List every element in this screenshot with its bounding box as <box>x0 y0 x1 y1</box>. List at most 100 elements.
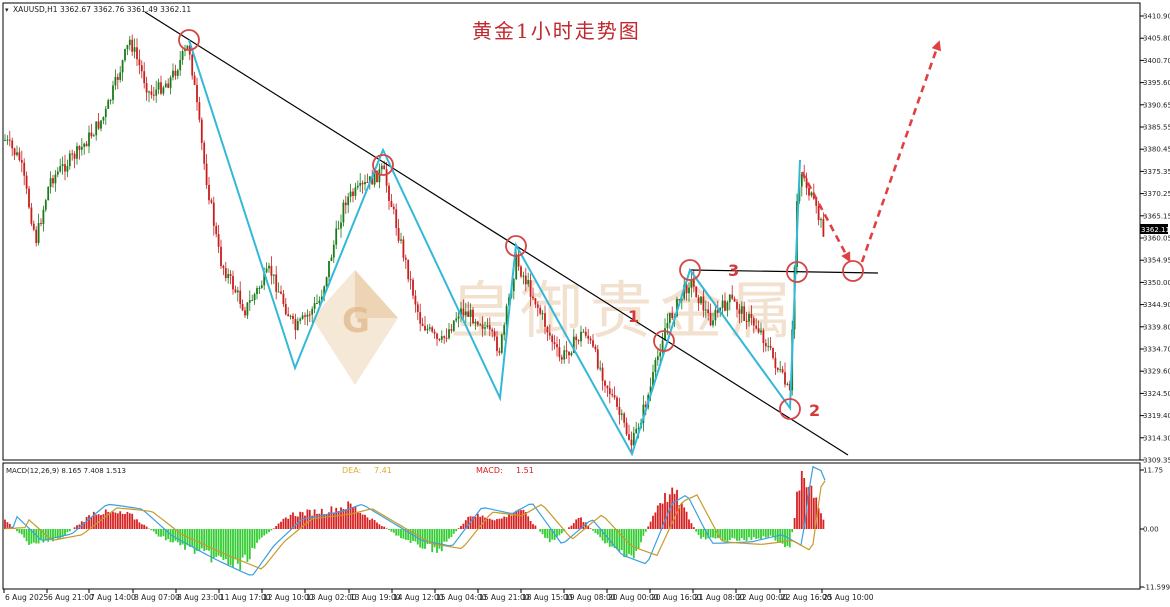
candle-body <box>695 286 698 298</box>
candle-body <box>217 234 220 247</box>
macd-bar <box>529 521 532 529</box>
macd-bar <box>570 525 573 529</box>
candle-body <box>121 60 124 73</box>
macd-bar <box>205 529 208 551</box>
macd-bar <box>90 517 93 529</box>
candle-body <box>738 309 741 314</box>
price-tick-label: 3329.60 <box>1143 368 1170 376</box>
macd-bar <box>109 512 112 529</box>
macd-bar <box>692 527 695 529</box>
candle-body <box>239 290 242 304</box>
macd-bar <box>709 529 712 538</box>
candle-body <box>426 328 429 331</box>
candle-body <box>54 174 57 184</box>
resistance-line[interactable] <box>689 269 879 274</box>
candle-body <box>383 165 386 170</box>
swing-circle <box>505 235 527 257</box>
macd-bar <box>126 511 129 529</box>
macd-bar <box>332 513 335 529</box>
candle-body <box>378 169 381 183</box>
macd-bar <box>241 529 244 558</box>
candle-body <box>587 335 590 339</box>
macd-bar <box>620 529 623 550</box>
macd-bar <box>733 529 736 539</box>
candle-body <box>407 259 410 280</box>
macd-bar <box>524 512 527 529</box>
macd-bar <box>683 507 686 529</box>
macd-dea-line <box>4 480 826 570</box>
candle-body <box>299 318 302 321</box>
candle-body <box>582 331 585 333</box>
macd-bar <box>431 529 434 553</box>
time-tick-label: 8 Aug 07:00 <box>134 593 180 602</box>
candle-body <box>536 304 539 308</box>
time-tick-label: 14 Aug 12:00 <box>393 593 444 602</box>
macd-bar <box>472 516 474 529</box>
swing-circle <box>786 261 808 283</box>
macd-bar <box>601 529 604 541</box>
candle-body <box>601 367 604 381</box>
candle-body <box>491 329 494 332</box>
macd-bar <box>488 518 491 529</box>
annotation-2: 2 <box>809 401 820 420</box>
candle-body <box>460 308 462 317</box>
candle-body <box>210 200 213 203</box>
macd-bar <box>340 507 342 529</box>
candle-body <box>486 325 489 328</box>
macd-bar <box>316 513 318 529</box>
swing-circle <box>679 259 701 281</box>
candle-body <box>179 60 182 71</box>
macd-bar <box>260 529 263 538</box>
macd-bar <box>515 510 518 529</box>
macd-bar <box>695 529 698 532</box>
candle-body <box>539 307 542 314</box>
macd-bar <box>616 529 618 550</box>
candle-body <box>104 108 107 118</box>
candle-body <box>558 347 561 358</box>
candle-body <box>661 340 664 353</box>
candle-body <box>476 321 479 325</box>
candle-body <box>596 349 599 369</box>
candle-body <box>400 239 402 241</box>
candle-body <box>56 171 59 175</box>
candle-body <box>28 188 30 208</box>
time-tick-label: 22 Aug 16:00 <box>781 593 832 602</box>
candle-body <box>193 75 196 85</box>
swing-circle <box>372 154 394 176</box>
macd-bar <box>263 529 266 536</box>
candle-body <box>8 139 11 141</box>
candle-body <box>750 314 753 319</box>
candle-body <box>260 285 263 288</box>
macd-bar <box>503 516 506 529</box>
candle-body <box>800 174 803 187</box>
candle-body <box>95 121 98 136</box>
candle-body <box>548 332 551 336</box>
macd-bar <box>812 497 815 529</box>
candle-body <box>721 300 724 308</box>
candle-body <box>599 367 602 369</box>
candle-body <box>575 336 578 341</box>
candle-body <box>361 182 364 185</box>
candle-body <box>32 223 35 230</box>
candle-body <box>30 207 33 224</box>
trend-line[interactable] <box>144 11 849 456</box>
candle-body <box>172 70 174 78</box>
macd-bar <box>584 522 587 529</box>
current-price-tag <box>1140 224 1168 234</box>
candle-body <box>752 318 755 326</box>
macd-bar <box>623 529 626 558</box>
candle-body <box>224 267 227 279</box>
candle-body <box>244 310 246 316</box>
candle-body <box>23 162 26 176</box>
candle-body <box>73 153 76 159</box>
macd-bar <box>661 503 664 529</box>
candle-body <box>421 323 424 326</box>
candle-body <box>131 39 134 52</box>
candle-body <box>16 152 18 156</box>
zigzag-line[interactable] <box>188 39 801 457</box>
macd-bar <box>500 518 503 529</box>
swing-circle <box>178 29 200 51</box>
macd-bar <box>697 529 700 536</box>
candle-body <box>52 178 54 184</box>
macd-bar <box>193 529 196 554</box>
